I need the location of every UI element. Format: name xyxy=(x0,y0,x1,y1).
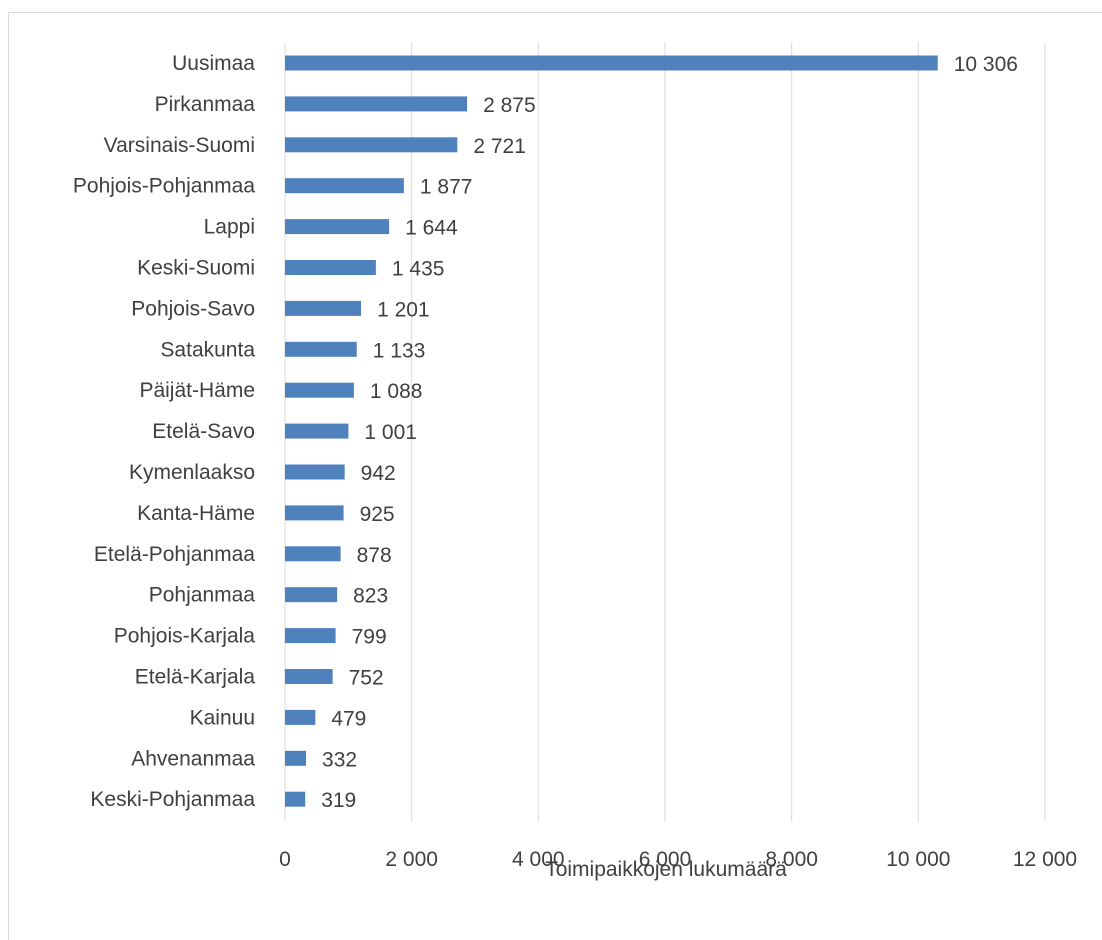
bar xyxy=(285,546,341,562)
category-label: Keski-Suomi xyxy=(137,257,255,280)
bar xyxy=(285,55,938,71)
category-label: Uusimaa xyxy=(172,52,255,75)
category-labels: Uusimaa Pirkanmaa Varsinais-Suomi Pohjois-P… xyxy=(73,52,255,811)
data-label: 1 877 xyxy=(420,176,473,199)
x-axis-ticks: 0 2 000 4 000 6 000 8 000 10 000 12 000 xyxy=(279,848,1077,871)
data-label: 878 xyxy=(357,544,392,567)
bar xyxy=(285,219,390,235)
x-axis-title: Toimipaikkojen lukumäärä xyxy=(545,858,787,881)
data-label: 1 644 xyxy=(405,217,458,240)
bar xyxy=(285,669,333,684)
x-tick-label: 12 000 xyxy=(1013,848,1077,871)
category-label: Varsinais-Suomi xyxy=(104,134,255,157)
category-label: Satakunta xyxy=(160,338,255,361)
data-label: 479 xyxy=(331,707,366,730)
data-label: 2 875 xyxy=(483,94,536,117)
data-label: 332 xyxy=(322,748,357,771)
data-label: 1 435 xyxy=(392,258,445,281)
bar xyxy=(285,341,357,357)
data-label: 1 201 xyxy=(377,298,430,321)
bar xyxy=(285,464,345,480)
data-label: 319 xyxy=(321,789,356,812)
bar xyxy=(285,260,376,275)
x-tick-label: 8 000 xyxy=(765,848,818,871)
category-label: Ahvenanmaa xyxy=(131,747,255,770)
bar xyxy=(285,750,307,766)
bar xyxy=(285,628,336,644)
category-label: Etelä-Savo xyxy=(152,420,255,443)
category-label: Kymenlaakso xyxy=(129,461,255,484)
bar xyxy=(285,587,338,603)
category-label: Keski-Pohjanmaa xyxy=(90,788,255,811)
x-tick-label: 0 xyxy=(279,848,291,871)
category-label: Etelä-Pohjanmaa xyxy=(94,543,255,566)
x-tick-label: 6 000 xyxy=(639,848,692,871)
bar xyxy=(285,423,349,439)
data-label: 752 xyxy=(349,667,384,690)
data-label: 925 xyxy=(360,503,395,526)
data-label: 10 306 xyxy=(954,53,1018,76)
bar xyxy=(285,137,458,153)
category-label: Pohjanmaa xyxy=(149,584,256,607)
bar xyxy=(285,382,354,398)
category-label: Pohjois-Karjala xyxy=(114,625,256,648)
category-label: Kainuu xyxy=(190,706,255,729)
data-label: 942 xyxy=(361,462,396,485)
category-label: Etelä-Karjala xyxy=(135,666,256,689)
x-tick-label: 4 000 xyxy=(512,848,565,871)
bar xyxy=(285,505,344,521)
bar xyxy=(285,709,316,725)
data-label: 823 xyxy=(353,585,388,608)
bars xyxy=(285,55,938,807)
bar xyxy=(285,300,362,316)
bar xyxy=(285,178,404,194)
data-label: 1 133 xyxy=(373,339,426,362)
category-label: Lappi xyxy=(204,216,255,239)
data-label: 799 xyxy=(352,626,387,649)
x-tick-label: 10 000 xyxy=(886,848,950,871)
bar xyxy=(285,96,468,112)
data-label: 1 088 xyxy=(370,380,423,403)
data-label: 2 721 xyxy=(473,135,526,158)
category-label: Pohjois-Savo xyxy=(131,297,255,320)
category-label: Päijät-Häme xyxy=(139,379,255,402)
bar xyxy=(285,791,306,807)
chart-frame xyxy=(8,12,1102,940)
category-label: Pirkanmaa xyxy=(155,93,256,116)
category-label: Kanta-Häme xyxy=(137,502,255,525)
data-label: 1 001 xyxy=(364,421,417,444)
category-label: Pohjois-Pohjanmaa xyxy=(73,175,255,198)
x-tick-label: 2 000 xyxy=(385,848,438,871)
